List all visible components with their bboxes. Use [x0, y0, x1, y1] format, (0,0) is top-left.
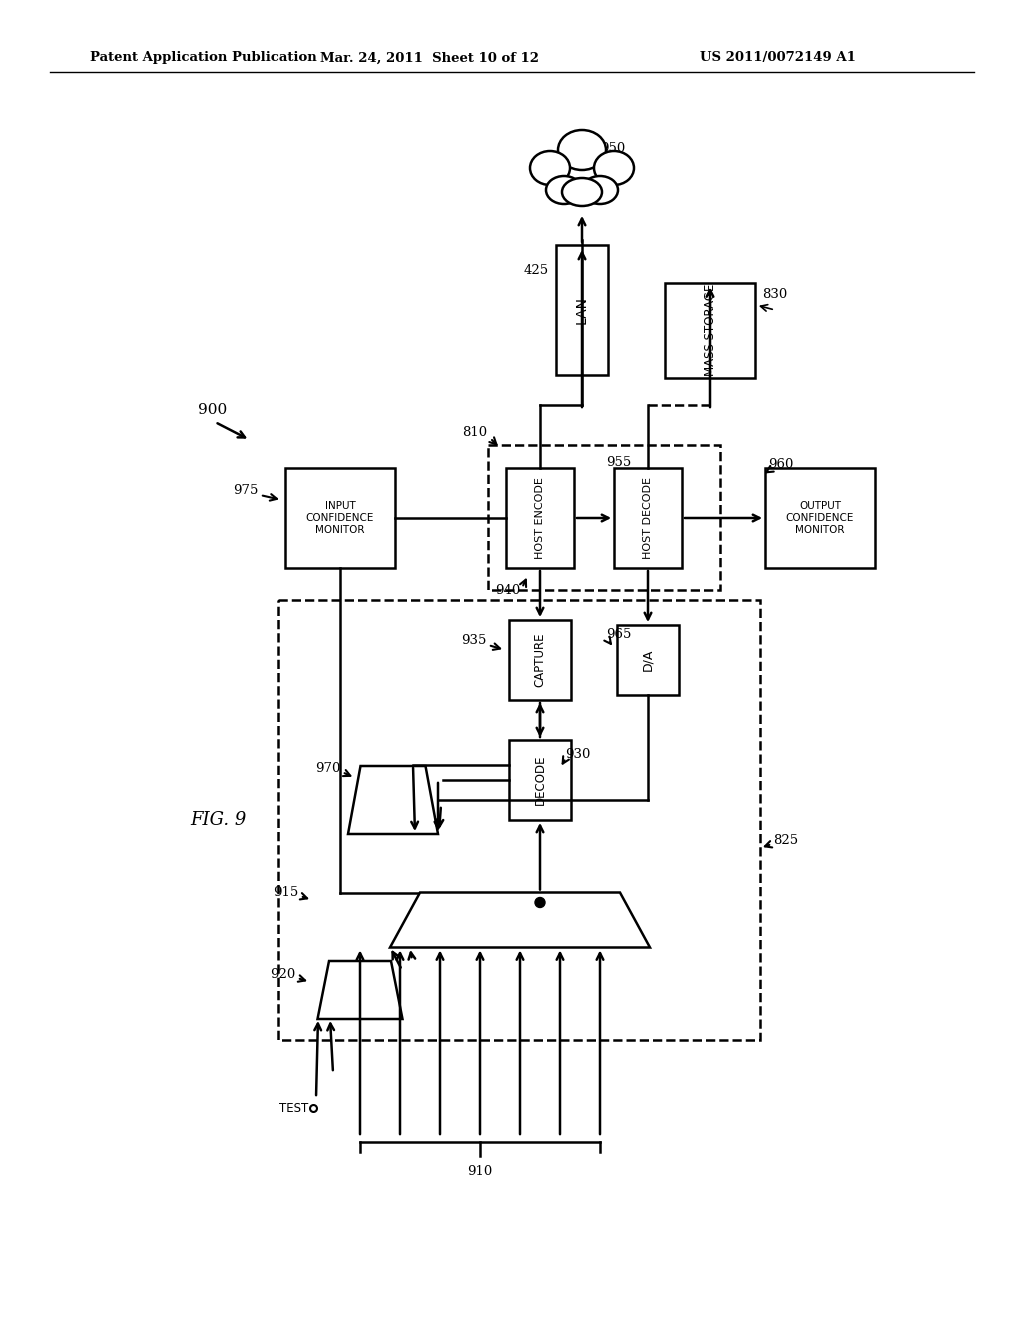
Text: TEST: TEST: [279, 1101, 308, 1114]
Text: 955: 955: [606, 455, 631, 469]
Text: 900: 900: [198, 403, 227, 417]
Bar: [488, 445, 720, 590]
Text: DECODE: DECODE: [534, 755, 547, 805]
Bar: [614, 469, 682, 568]
Text: 970: 970: [314, 762, 340, 775]
Polygon shape: [317, 961, 402, 1019]
Text: MASS STORAGE: MASS STORAGE: [703, 284, 717, 376]
Bar: [665, 282, 755, 378]
Text: 950: 950: [600, 141, 626, 154]
Ellipse shape: [530, 150, 570, 185]
Text: FIG. 9: FIG. 9: [190, 810, 247, 829]
Text: LAN: LAN: [575, 296, 589, 323]
Text: CAPTURE: CAPTURE: [534, 632, 547, 688]
Text: 930: 930: [565, 748, 591, 762]
Text: OUTPUT
CONFIDENCE
MONITOR: OUTPUT CONFIDENCE MONITOR: [785, 502, 854, 535]
Text: 940: 940: [495, 583, 520, 597]
Text: Mar. 24, 2011  Sheet 10 of 12: Mar. 24, 2011 Sheet 10 of 12: [321, 51, 540, 65]
Text: HOST DECODE: HOST DECODE: [643, 477, 653, 558]
Text: D/A: D/A: [641, 649, 654, 671]
Bar: [509, 741, 571, 820]
Bar: [509, 620, 571, 700]
Bar: [285, 469, 395, 568]
Bar: [765, 469, 874, 568]
Text: 810: 810: [462, 425, 487, 438]
Text: 825: 825: [773, 833, 798, 846]
Text: US 2011/0072149 A1: US 2011/0072149 A1: [700, 51, 856, 65]
Bar: [278, 601, 760, 1040]
Bar: [556, 246, 608, 375]
Text: 830: 830: [762, 289, 787, 301]
Ellipse shape: [582, 176, 618, 205]
Text: 975: 975: [232, 483, 258, 496]
Text: 910: 910: [467, 1166, 493, 1177]
Text: 965: 965: [606, 628, 632, 642]
Text: 425: 425: [524, 264, 549, 276]
Text: 960: 960: [768, 458, 794, 471]
Text: INPUT
CONFIDENCE
MONITOR: INPUT CONFIDENCE MONITOR: [306, 502, 374, 535]
Polygon shape: [348, 766, 438, 834]
Bar: [506, 469, 574, 568]
Text: Patent Application Publication: Patent Application Publication: [90, 51, 316, 65]
Ellipse shape: [546, 176, 582, 205]
Polygon shape: [390, 892, 650, 948]
Text: 915: 915: [272, 886, 298, 899]
Ellipse shape: [594, 150, 634, 185]
Ellipse shape: [558, 129, 606, 170]
Text: HOST ENCODE: HOST ENCODE: [535, 477, 545, 558]
Bar: [617, 624, 679, 696]
Circle shape: [535, 898, 545, 908]
Text: 920: 920: [269, 969, 295, 982]
Ellipse shape: [562, 178, 602, 206]
Text: 935: 935: [462, 634, 487, 647]
